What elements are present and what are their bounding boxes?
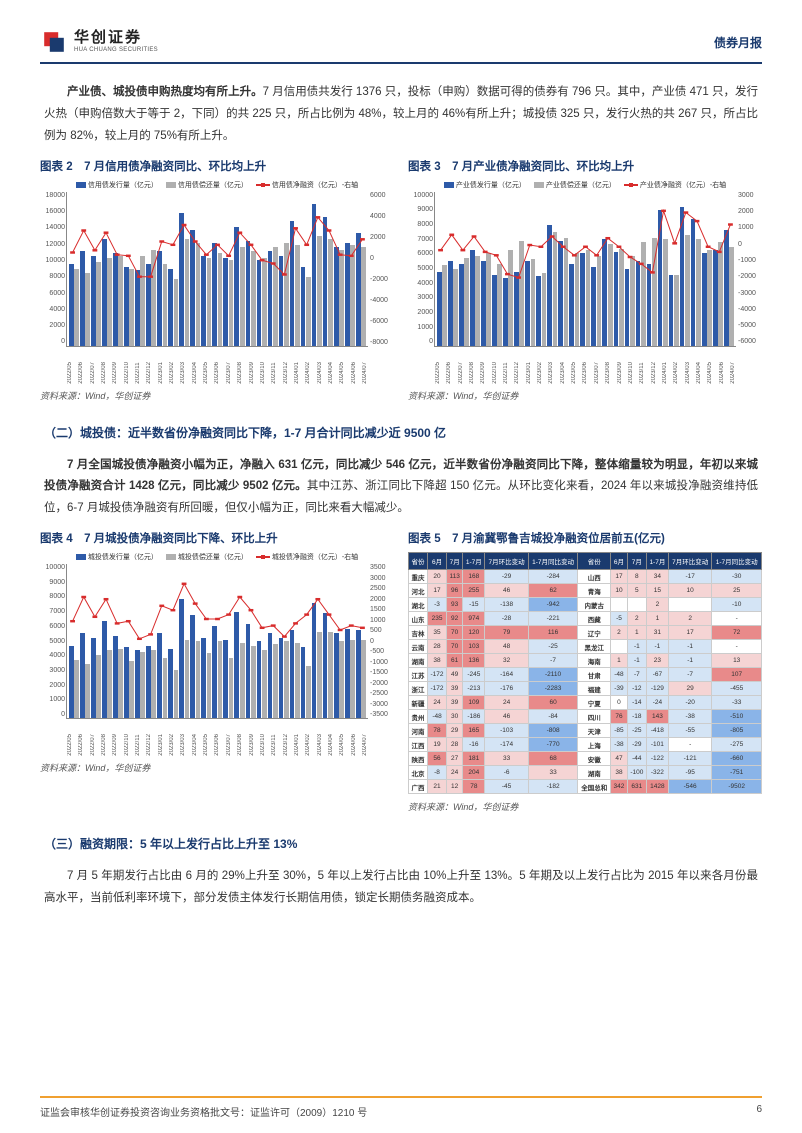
chart-4-title: 图表 4 7 月城投债净融资同比下降、环比上升: [40, 530, 394, 546]
page-footer: 证监会审核华创证券投资咨询业务资格批文号：证监许可（2009）1210 号 6: [40, 1096, 762, 1119]
para-1: 产业债、城投债申购热度均有所上升。7 月信用债共发行 1376 只，投标（申购）…: [44, 82, 758, 148]
chart-5-source: 资料来源：Wind，华创证券: [408, 800, 762, 813]
chart-3-area: 1000090008000700060005000400030002000100…: [434, 192, 736, 347]
para-2: 7 月全国城投债净融资小幅为正，净融入 631 亿元，同比减少 546 亿元，近…: [44, 455, 758, 521]
charts-row-1: 图表 2 7 月信用债净融资同比、环比均上升 信用债发行量（亿元）信用债偿还量（…: [40, 158, 762, 402]
company-logo: 华创证券 HUA CHUANG SECURITIES: [40, 28, 158, 56]
chart-2-source: 资料来源：Wind，华创证券: [40, 389, 394, 402]
page-header: 华创证券 HUA CHUANG SECURITIES 债券月报: [40, 28, 762, 64]
chart-4: 图表 4 7 月城投债净融资同比下降、环比上升 城投债发行量（亿元）城投债偿还量…: [40, 530, 394, 813]
chart-5-table: 省份6月7月1-7月7月环比变动1-7月同比变动省份6月7月1-7月7月环比变动…: [408, 552, 762, 794]
para-1-bold: 产业债、城投债申购热度均有所上升。: [67, 86, 263, 98]
chart-3: 图表 3 7 月产业债净融资同比、环比均上升 产业债发行量（亿元）产业债偿还量（…: [408, 158, 762, 402]
chart-2-area: 1800016000140001200010000800060004000200…: [66, 192, 368, 347]
page-number: 6: [756, 1104, 762, 1119]
chart-2: 图表 2 7 月信用债净融资同比、环比均上升 信用债发行量（亿元）信用债偿还量（…: [40, 158, 394, 402]
chart-3-title: 图表 3 7 月产业债净融资同比、环比均上升: [408, 158, 762, 174]
chart-2-legend: 信用债发行量（亿元）信用债偿还量（亿元）信用债净融资（亿元）-右轴: [40, 180, 394, 190]
charts-row-2: 图表 4 7 月城投债净融资同比下降、环比上升 城投债发行量（亿元）城投债偿还量…: [40, 530, 762, 813]
para-3: 7 月 5 年期发行占比由 6 月的 29%上升至 30%，5 年以上发行占比由…: [44, 866, 758, 910]
logo-cn-text: 华创证券: [74, 30, 158, 47]
chart-5-title: 图表 5 7 月渝冀鄂鲁吉城投净融资位居前五(亿元): [408, 530, 762, 546]
chart-5: 图表 5 7 月渝冀鄂鲁吉城投净融资位居前五(亿元) 省份6月7月1-7月7月环…: [408, 530, 762, 813]
chart-3-source: 资料来源：Wind，华创证券: [408, 389, 762, 402]
chart-2-title: 图表 2 7 月信用债净融资同比、环比均上升: [40, 158, 394, 174]
section-3-title: （三）融资期限：5 年以上发行占比上升至 13%: [44, 835, 758, 852]
footer-disclaimer: 证监会审核华创证券投资咨询业务资格批文号：证监许可（2009）1210 号: [40, 1104, 367, 1119]
chart-4-legend: 城投债发行量（亿元）城投债偿还量（亿元）城投债净融资（亿元）-右轴: [40, 552, 394, 562]
chart-4-area: 1000090008000700060005000400030002000100…: [66, 564, 368, 719]
report-type-tag: 债券月报: [714, 34, 762, 51]
section-2-title: （二）城投债：近半数省份净融资同比下降，1-7 月合计同比减少近 9500 亿: [44, 424, 758, 441]
chart-3-legend: 产业债发行量（亿元）产业债偿还量（亿元）产业债净融资（亿元）-右轴: [408, 180, 762, 190]
logo-en-text: HUA CHUANG SECURITIES: [74, 47, 158, 54]
logo-icon: [40, 28, 68, 56]
chart-4-source: 资料来源：Wind，华创证券: [40, 761, 394, 774]
